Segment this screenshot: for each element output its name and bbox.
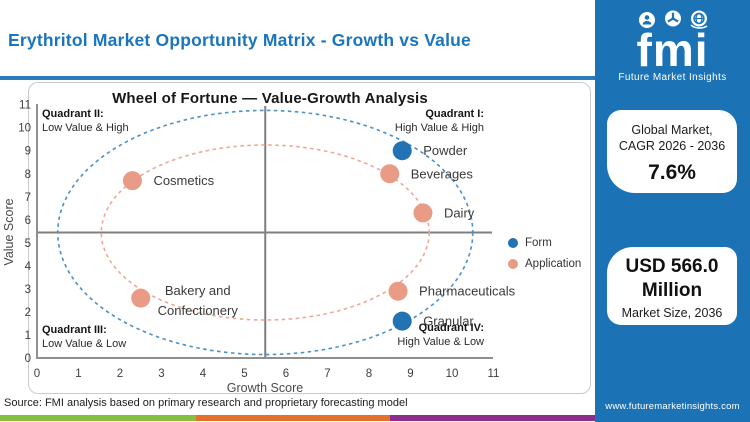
y-axis-title: Value Score [2,198,16,265]
quadrant-2-name: Quadrant II: [42,108,104,120]
stripe-purple-segment [390,415,595,421]
quadrant-4-label: Quadrant IV: High Value & Low [300,321,484,349]
legend-form-label: Form [525,237,552,249]
source-note: Source: FMI analysis based on primary re… [4,397,408,409]
chart-title: Wheel of Fortune — Value-Growth Analysis [112,90,428,107]
x-axis-title: Growth Score [227,381,303,395]
fmi-logo-icons [638,10,707,29]
chart-canvas: 0 1 2 3 4 5 6 7 8 9 10 11 0 1 2 3 4 5 6 7 8 9 10 11 Growth Score… [2,100,516,395]
application-series-dot [508,259,518,269]
point-bakery-and-confectionery [131,288,151,308]
point-powder [392,141,412,161]
cagr-card-line2: CAGR 2026 - 2036 [618,139,726,153]
quadrant-3-desc: Low Value & Low [42,338,127,350]
market-size-value: USD 566.0 Million [625,256,719,301]
brand-panel: fmi Future Market Insights Global Market… [595,0,750,422]
y-tick-label: 10 [18,123,31,135]
y-tick-label: 3 [25,284,31,296]
quadrant-3-label: Quadrant III: Low Value & Low [42,323,126,351]
label-granular: Granular [423,314,474,329]
point-granular [392,311,412,331]
y-tick-label: 1 [25,330,31,342]
website-link[interactable]: www.futuremarketinsights.com [605,401,740,412]
quadrant-1-desc: High Value & High [394,122,484,134]
form-series-dot [508,238,518,248]
fmi-logo-text: fmi [636,24,709,76]
fmi-logo-tagline: Future Market Insights [618,72,727,83]
legend-item-application: Application [508,258,581,270]
quadrant-1-name: Quadrant I: [425,108,484,120]
chart-legend: Form Application [508,237,581,279]
x-tick-label: 9 [407,368,413,380]
stripe-green-segment [0,415,196,421]
x-tick-label: 3 [158,368,164,380]
point-dairy [413,203,433,223]
label-powder: Powder [423,143,468,158]
point-pharmaceuticals [388,281,408,301]
label-dairy: Dairy [444,205,475,220]
footer-stripe [0,415,595,421]
market-size-label: Market Size, 2036 [621,306,723,320]
x-tick-label: 7 [324,368,330,380]
form-ring [56,109,474,356]
quadrant-2-label: Quadrant II: Low Value & High [42,107,129,135]
y-tick-label: 9 [25,146,31,158]
fmi-logo: fmi Future Market Insights [595,10,750,83]
cagr-value: 7.6% [648,161,696,184]
x-tick-label: 5 [241,368,247,380]
y-tick-label: 6 [25,215,31,227]
label-bakery-and-confectionery-line-1: Bakery and [165,283,231,298]
header-divider [0,76,595,80]
quadrant-1-label: Quadrant I: High Value & High [300,107,484,135]
legend-application-label: Application [525,258,582,270]
x-tick-label: 1 [75,368,81,380]
cagr-card-line1: Global Market, [631,123,713,137]
quadrant-4-name: Quadrant IV: [418,322,484,334]
y-tick-label: 7 [25,192,31,204]
x-tick-label: 0 [34,368,40,380]
x-tick-label: 4 [200,368,207,380]
page-title: Erythritol Market Opportunity Matrix - G… [8,30,471,50]
y-tick-label: 0 [25,353,31,365]
chart-card [28,82,591,394]
cagr-card: Global Market, CAGR 2026 - 2036 7.6% [607,110,737,193]
quadrant-3-name: Quadrant III: [42,324,107,336]
stripe-orange-segment [196,415,390,421]
x-tick-label: 8 [366,368,372,380]
quadrant-2-desc: Low Value & High [42,122,129,134]
x-tick-label: 10 [446,368,459,380]
y-tick-label: 4 [25,261,32,273]
x-tick-label: 6 [283,368,289,380]
legend-item-form: Form [508,237,581,249]
y-tick-label: 8 [25,169,31,181]
x-tick-label: 2 [117,368,123,380]
label-cosmetics: Cosmetics [153,173,214,188]
y-tick-label: 2 [25,307,31,319]
point-cosmetics [122,171,142,191]
value-growth-scatter: 0 1 2 3 4 5 6 7 8 9 10 11 0 1 2 3 4 5 6 7 8 9 10 11 Growth Score… [2,100,516,395]
application-ring [100,144,430,321]
quadrant-4-desc: High Value & Low [397,336,484,348]
label-bakery-and-confectionery-line-2: Confectionery [158,303,239,318]
x-tick-label: 11 [488,368,500,380]
label-beverages: Beverages [411,166,474,181]
y-tick-label: 5 [25,238,31,250]
point-beverages [380,164,400,184]
label-pharmaceuticals: Pharmaceuticals [419,284,516,299]
y-tick-label: 11 [19,100,31,112]
market-size-card: USD 566.0 Million Market Size, 2036 [607,247,737,325]
